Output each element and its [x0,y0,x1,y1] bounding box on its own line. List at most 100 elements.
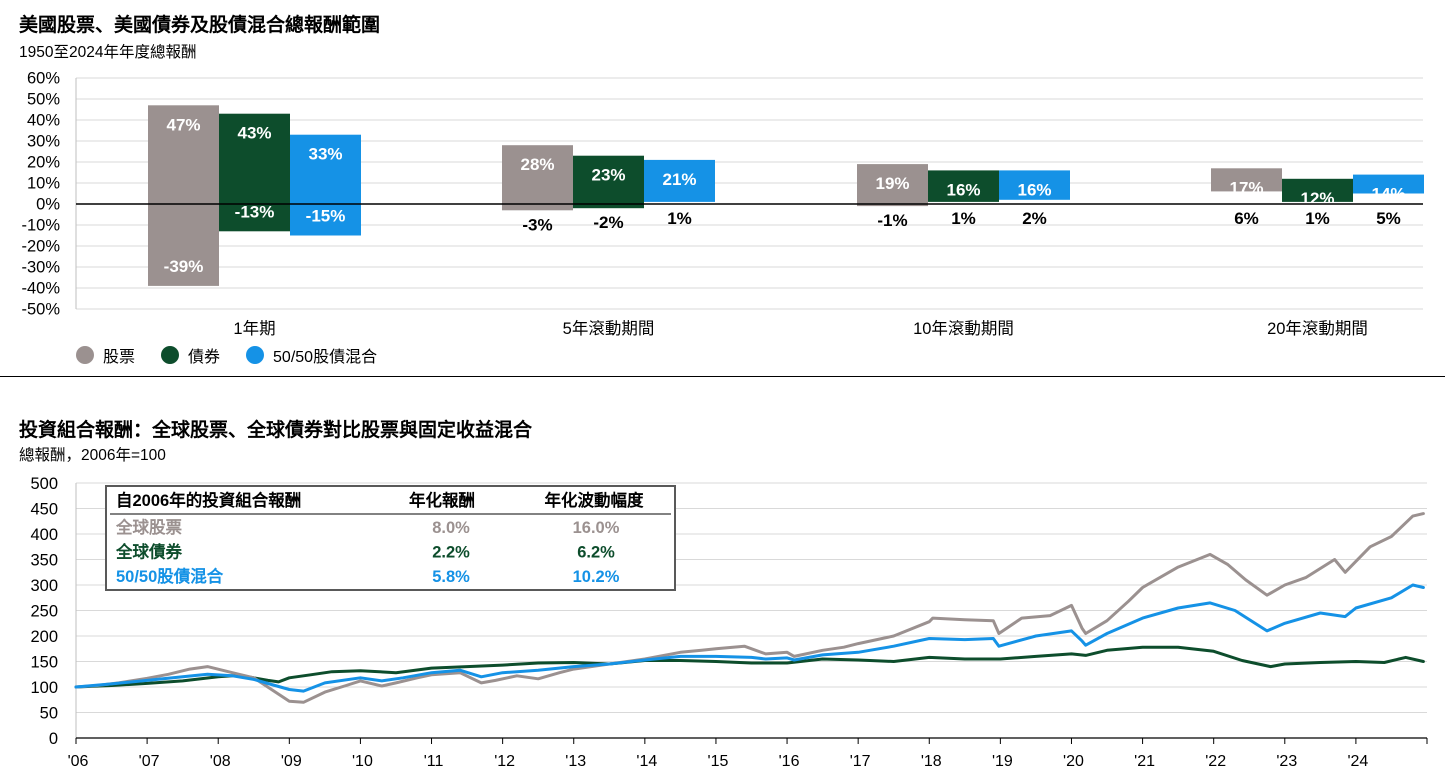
bar-max-label-stocks: 47% [166,115,200,134]
line-chart-x-tick-label: '21 [1134,753,1155,770]
bar-chart-y-tick-label: -40% [21,280,60,298]
line-chart-x-tick-label: '09 [281,753,302,770]
range-bar-stocks [1211,168,1282,192]
series-line-global-bonds [74,645,1425,689]
line-chart-x-tick-label: '18 [921,753,942,770]
bar-min-label-blend: -15% [306,207,346,226]
bar-max-label-bonds: 12% [1300,189,1334,208]
bar-chart-x-category-label: 10年滾動期間 [913,319,1014,338]
line-chart-x-tick-label: '13 [565,753,586,770]
bottom-chart-title: 投資組合報酬：全球股票、全球債券對比股票與固定收益混合 [19,420,533,441]
line-chart-x-tick-label: '17 [850,753,871,770]
range-bar-bonds [573,155,644,209]
bar-max-label-bonds: 23% [591,166,625,185]
line-chart-x-tick-label: '07 [139,753,160,770]
bar-chart-y-tick-label: -10% [21,217,60,235]
bar-chart-y-tick-label: -30% [21,259,60,277]
legend-swatch-bonds [161,346,180,364]
line-chart-y-tick-label: 450 [30,501,58,519]
line-chart-x-tick-label: '19 [992,753,1013,770]
bar-max-label-stocks: 19% [875,174,909,193]
line-chart-x-tick-label: '24 [1347,753,1368,770]
line-chart-y-tick-label: 0 [49,730,58,748]
legend-label-blend: 50/50股債混合 [273,349,378,366]
table-row-volatility: 10.2% [573,568,620,586]
line-chart-x-tick-label: '06 [68,753,89,770]
bar-min-label-blend: 1% [667,209,692,228]
legend-swatch-blend [246,346,265,364]
table-row-volatility: 16.0% [573,519,620,537]
line-chart-y-tick-label: 50 [40,705,58,723]
bar-chart-x-category-label: 5年滾動期間 [563,319,655,338]
line-chart-x-tick-label: '08 [210,753,231,770]
bar-max-label-stocks: 17% [1229,178,1263,197]
range-bar-stocks [148,105,219,286]
bar-min-label-blend: 5% [1376,209,1401,228]
bar-chart-y-tick-label: 10% [27,175,60,193]
bar-max-label-bonds: 43% [237,124,271,143]
line-chart-x-tick-label: '12 [494,753,515,770]
bar-min-label-bonds: 1% [1305,209,1330,228]
table-row-return: 5.8% [432,568,470,586]
bar-min-label-stocks: -1% [877,211,907,230]
bar-max-label-blend: 14% [1371,185,1405,204]
bar-chart-y-tick-label: -50% [21,301,60,319]
top-chart-subtitle: 1950至2024年年度總報酬 [19,44,197,61]
range-bar-stocks [502,145,573,211]
line-chart-y-tick-label: 150 [30,654,58,672]
range-bar-bonds [219,113,290,232]
bar-min-label-bonds: -2% [593,213,623,232]
legend-item-bonds: 債券 [161,343,220,367]
line-chart-x-tick-label: '14 [636,753,657,770]
bar-max-label-blend: 16% [1017,180,1051,199]
series-line-blend-50-50 [74,583,1425,693]
line-chart-x-tick-label: '23 [1276,753,1297,770]
line-chart-y-tick-label: 300 [30,577,58,595]
bar-chart-x-category-label: 20年滾動期間 [1267,319,1368,338]
line-chart-y-tick-label: 400 [30,526,58,544]
line-chart-y-tick-label: 500 [30,475,58,493]
bar-max-label-stocks: 28% [520,155,554,174]
bar-min-label-stocks: 6% [1234,209,1259,228]
legend-item-blend: 50/50股債混合 [246,343,377,367]
section-divider [0,376,1445,377]
table-row-name: 全球債券 [115,542,183,562]
bottom-chart-subtitle: 總報酬，2006年=100 [19,447,166,464]
range-bar-blend [644,159,715,202]
legend-label-bonds: 債券 [188,349,221,366]
bar-chart-x-category-label: 1年期 [233,319,275,338]
bar-max-label-blend: 33% [308,145,342,164]
range-bar-bonds [1282,178,1353,202]
line-chart-y-tick-label: 200 [30,628,58,646]
bar-chart-y-tick-label: -20% [21,238,60,256]
legend-swatch-stocks [76,346,94,364]
bar-chart-y-tick-label: 60% [27,70,60,88]
table-row-name: 全球股票 [115,517,183,537]
table-row-name: 50/50股債混合 [116,566,224,586]
table-row-return: 8.0% [432,519,470,537]
range-bar-blend [999,170,1070,200]
line-chart-x-tick-label: '22 [1205,753,1226,770]
range-bar-bonds [928,170,999,202]
range-bar-blend [290,134,361,236]
line-chart-x-tick-label: '10 [352,753,373,770]
line-chart-y-tick-label: 100 [30,679,58,697]
line-chart-x-tick-label: '11 [424,753,444,770]
table-row-return: 2.2% [432,544,470,562]
table-row-volatility: 6.2% [577,544,615,562]
series-line-global-stocks [74,512,1425,704]
line-chart-x-tick-label: '16 [779,753,800,770]
table-header-annual-return: 年化報酬 [409,490,475,510]
legend-item-stocks: 股票 [76,343,135,367]
table-header-portfolio: 自2006年的投資組合報酬 [116,490,301,510]
line-chart-x-tick-label: '20 [1063,753,1084,770]
bar-max-label-bonds: 16% [946,180,980,199]
bar-max-label-blend: 21% [662,170,696,189]
bar-min-label-stocks: -39% [164,257,204,276]
bar-min-label-bonds: -13% [235,202,275,221]
bar-chart-y-tick-label: 50% [27,91,60,109]
bar-chart-y-tick-label: 40% [27,112,60,130]
line-chart-y-tick-label: 350 [30,552,58,570]
line-chart-x-tick-label: '15 [708,753,729,770]
